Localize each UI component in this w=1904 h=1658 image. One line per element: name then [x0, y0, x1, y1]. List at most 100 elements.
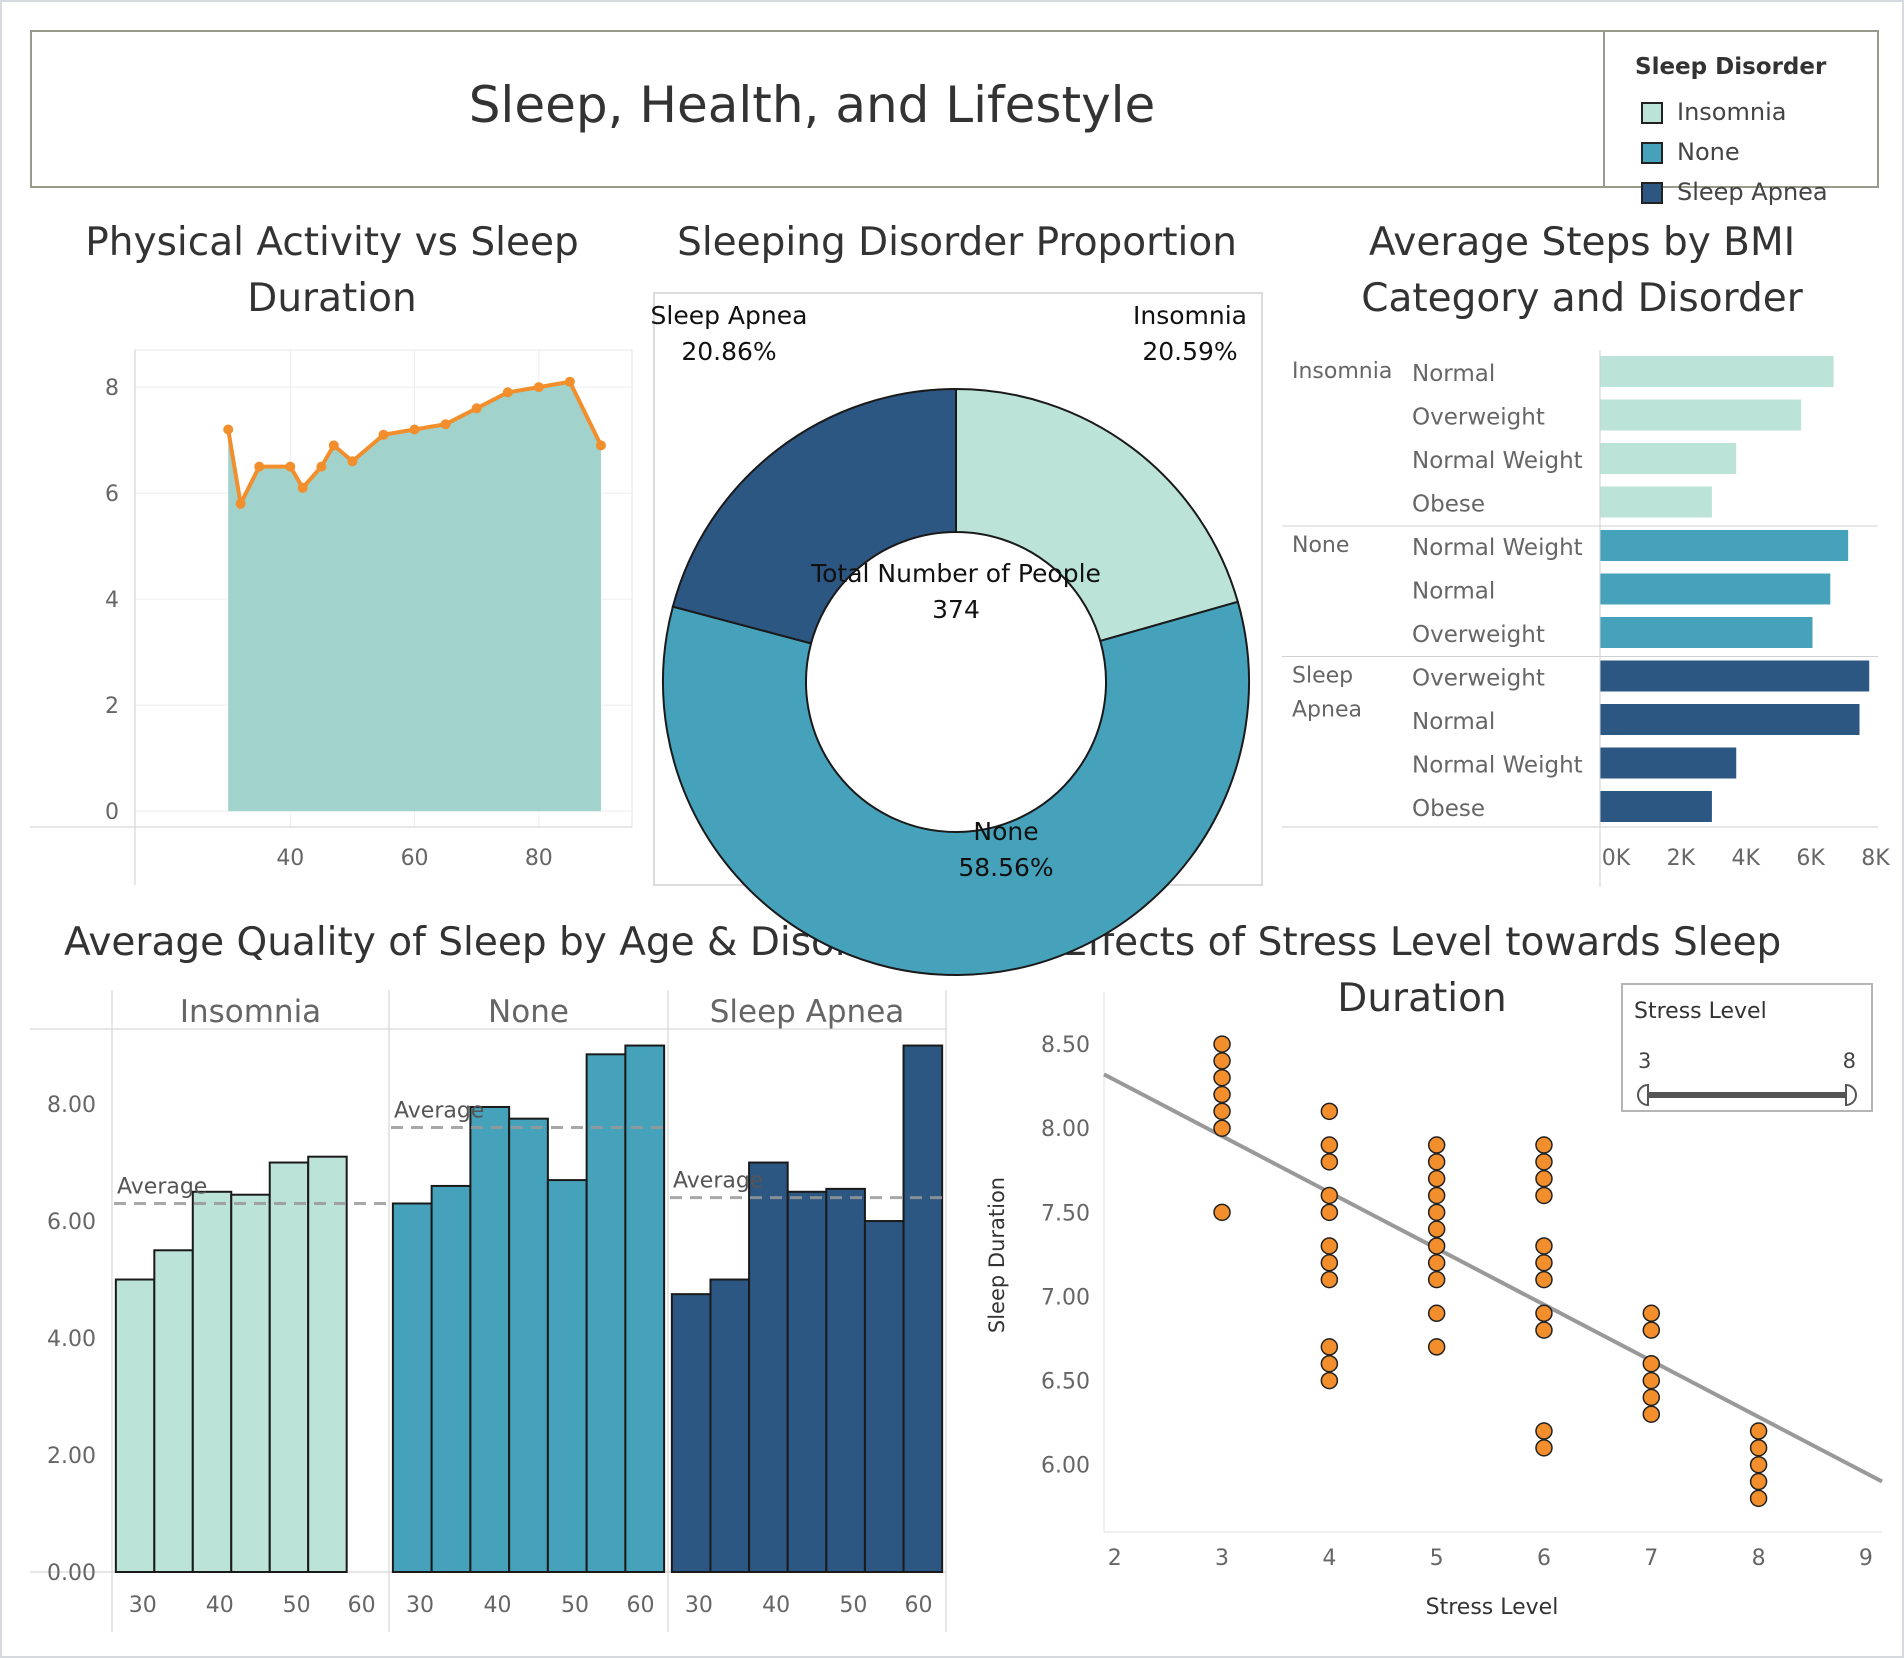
activity-data-point[interactable] — [564, 376, 575, 387]
donut-slice-insomnia[interactable] — [955, 387, 1240, 643]
stress-data-point[interactable] — [1320, 1254, 1339, 1272]
stress-data-point[interactable] — [1749, 1455, 1768, 1474]
sleep-disorder-legend[interactable]: Sleep Disorder Insomnia None Sleep Apnea — [1603, 32, 1881, 206]
stress-filter-handle-max[interactable] — [1845, 1083, 1857, 1107]
stress-data-point[interactable] — [1213, 1068, 1231, 1087]
stress-data-point[interactable] — [1535, 1439, 1553, 1457]
activity-data-point[interactable] — [378, 429, 389, 440]
activity-data-point[interactable] — [297, 482, 308, 493]
steps-bar[interactable] — [1600, 660, 1870, 692]
steps-bar[interactable] — [1600, 747, 1737, 779]
stress-data-point[interactable] — [1427, 1220, 1446, 1238]
quality-bar[interactable] — [307, 1155, 348, 1574]
quality-bar[interactable] — [230, 1193, 271, 1574]
stress-data-point[interactable] — [1320, 1153, 1339, 1171]
stress-level-filter[interactable]: Stress Level 3 8 — [1621, 983, 1873, 1112]
donut-slice-none[interactable] — [662, 600, 1250, 976]
steps-bar[interactable] — [1600, 617, 1813, 648]
stress-data-point[interactable] — [1749, 1439, 1768, 1457]
steps-bar[interactable] — [1600, 399, 1802, 431]
quality-bar[interactable] — [709, 1278, 751, 1573]
steps-bar[interactable] — [1600, 530, 1849, 561]
stress-data-point[interactable] — [1213, 1085, 1231, 1104]
stress-data-point[interactable] — [1749, 1489, 1768, 1508]
stress-data-point[interactable] — [1427, 1338, 1446, 1356]
steps-bar[interactable] — [1600, 791, 1712, 822]
stress-data-point[interactable] — [1213, 1203, 1231, 1222]
stress-data-point[interactable] — [1427, 1254, 1446, 1272]
quality-bar[interactable] — [902, 1044, 944, 1573]
stress-data-point[interactable] — [1535, 1136, 1553, 1154]
stress-data-point[interactable] — [1320, 1338, 1339, 1356]
activity-data-point[interactable] — [316, 461, 327, 472]
stress-data-point[interactable] — [1535, 1422, 1553, 1440]
quality-bar[interactable] — [786, 1190, 828, 1573]
stress-data-point[interactable] — [1427, 1203, 1446, 1222]
activity-data-point[interactable] — [328, 440, 339, 451]
activity-data-point[interactable] — [595, 440, 606, 451]
stress-data-point[interactable] — [1642, 1371, 1661, 1390]
steps-bar[interactable] — [1600, 443, 1737, 474]
quality-bar[interactable] — [825, 1187, 866, 1573]
quality-bar[interactable] — [585, 1053, 627, 1574]
stress-data-point[interactable] — [1535, 1237, 1553, 1255]
activity-data-point[interactable] — [533, 382, 544, 393]
stress-data-point[interactable] — [1535, 1153, 1553, 1171]
stress-data-point[interactable] — [1320, 1136, 1339, 1154]
stress-data-point[interactable] — [1427, 1169, 1446, 1188]
stress-data-point[interactable] — [1320, 1354, 1339, 1373]
stress-data-point[interactable] — [1642, 1405, 1661, 1423]
stress-data-point[interactable] — [1535, 1254, 1553, 1272]
activity-data-point[interactable] — [235, 498, 246, 509]
legend-item-none[interactable]: None — [1641, 138, 1740, 166]
stress-data-point[interactable] — [1749, 1422, 1768, 1440]
quality-bar[interactable] — [624, 1044, 666, 1573]
steps-bar[interactable] — [1600, 704, 1860, 735]
stress-data-point[interactable] — [1213, 1052, 1231, 1070]
stress-data-point[interactable] — [1320, 1270, 1339, 1289]
quality-bar[interactable] — [391, 1202, 433, 1574]
stress-data-point[interactable] — [1535, 1186, 1553, 1205]
quality-bar[interactable] — [114, 1278, 156, 1573]
stress-data-point[interactable] — [1320, 1186, 1339, 1205]
donut-slice-sleep-apnea[interactable] — [671, 387, 957, 645]
stress-data-point[interactable] — [1427, 1153, 1446, 1171]
stress-data-point[interactable] — [1320, 1237, 1339, 1255]
stress-data-point[interactable] — [1535, 1169, 1553, 1188]
quality-bar[interactable] — [508, 1117, 549, 1573]
activity-data-point[interactable] — [254, 461, 265, 472]
quality-bar[interactable] — [748, 1161, 789, 1573]
stress-data-point[interactable] — [1642, 1388, 1661, 1407]
activity-data-point[interactable] — [347, 456, 358, 467]
stress-data-point[interactable] — [1320, 1371, 1339, 1390]
quality-bar[interactable] — [430, 1184, 472, 1573]
stress-data-point[interactable] — [1535, 1270, 1553, 1289]
stress-data-point[interactable] — [1535, 1304, 1553, 1323]
legend-item-insomnia[interactable]: Insomnia — [1641, 98, 1786, 126]
steps-bar[interactable] — [1600, 486, 1712, 518]
stress-data-point[interactable] — [1749, 1472, 1768, 1491]
stress-data-point[interactable] — [1427, 1136, 1446, 1154]
stress-data-point[interactable] — [1427, 1270, 1446, 1289]
legend-item-sleep-apnea[interactable]: Sleep Apnea — [1641, 178, 1828, 206]
stress-data-point[interactable] — [1642, 1304, 1661, 1323]
stress-data-point[interactable] — [1320, 1203, 1339, 1222]
stress-data-point[interactable] — [1320, 1102, 1339, 1121]
stress-data-point[interactable] — [1535, 1321, 1553, 1339]
stress-filter-handle-min[interactable] — [1637, 1083, 1649, 1107]
activity-data-point[interactable] — [223, 424, 234, 435]
steps-bar[interactable] — [1600, 356, 1834, 387]
stress-data-point[interactable] — [1213, 1035, 1231, 1053]
quality-bar[interactable] — [153, 1249, 194, 1573]
stress-data-point[interactable] — [1427, 1186, 1446, 1205]
activity-data-point[interactable] — [440, 419, 451, 430]
quality-bar[interactable] — [670, 1293, 712, 1573]
stress-data-point[interactable] — [1642, 1354, 1661, 1373]
steps-bar[interactable] — [1600, 573, 1831, 605]
stress-data-point[interactable] — [1642, 1321, 1661, 1339]
stress-data-point[interactable] — [1427, 1237, 1446, 1255]
activity-data-point[interactable] — [409, 424, 420, 435]
activity-data-point[interactable] — [502, 387, 513, 398]
activity-data-point[interactable] — [471, 403, 482, 414]
stress-data-point[interactable] — [1427, 1304, 1446, 1323]
